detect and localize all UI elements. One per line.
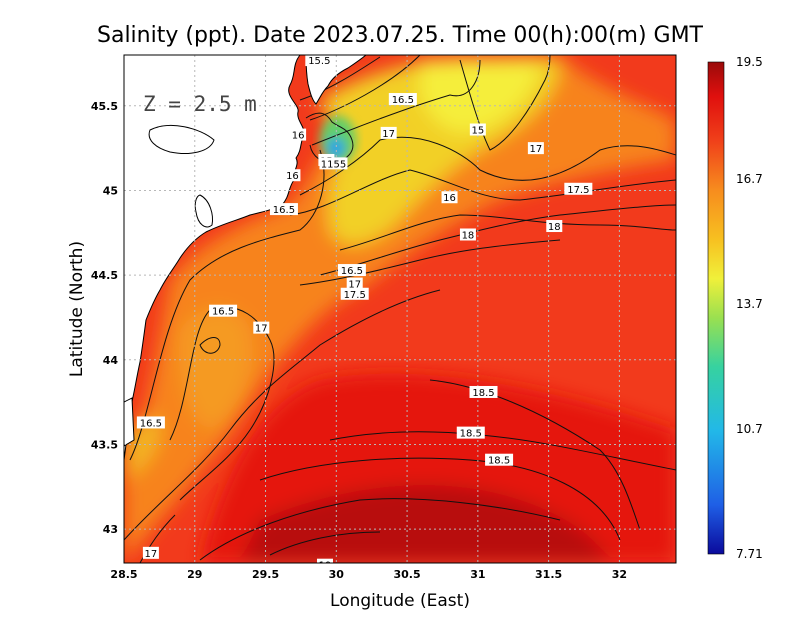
contour-label-layer: 15.516.5151716151155171617.51616.5181816… — [136, 55, 593, 572]
contour-label-bg — [441, 191, 458, 204]
contour-label-bg — [388, 93, 417, 106]
colorbar-tick-label: 7.71 — [736, 547, 763, 561]
land-patch-sw — [124, 397, 135, 447]
contour-label: 15 — [471, 126, 484, 137]
lagoon-north — [148, 124, 215, 154]
x-tick-label: 32 — [612, 568, 627, 581]
y-tick-label: 44.5 — [91, 269, 118, 282]
x-tick-label: 30 — [329, 568, 345, 581]
colorbar-tick-labels: 19.5 16.7 13.7 10.7 7.71 — [736, 55, 763, 561]
y-tick-labels: 43 43.5 44 44.5 45 45.5 — [91, 100, 118, 536]
salinity-field: 15.516.5151716151155171617.51616.5181816… — [124, 55, 676, 572]
contour-label-bg — [340, 287, 369, 300]
contour-label: 16.5 — [212, 307, 234, 318]
contour-label-bg — [209, 304, 238, 317]
contour-label: 16.5 — [341, 266, 363, 277]
contour-label-bg — [469, 385, 498, 398]
contour-label: 16.5 — [140, 418, 162, 429]
contour-label: 17 — [145, 549, 158, 560]
contour-label: 18.5 — [488, 456, 510, 467]
contour-label-bg — [305, 55, 334, 67]
contour-label: 1155 — [321, 159, 346, 170]
contour-label: 16 — [292, 131, 305, 142]
contour-label-bg — [456, 426, 485, 439]
chart-title: Salinity (ppt). Date 2023.07.25. Time 00… — [97, 23, 704, 48]
y-tick-label: 43 — [103, 523, 118, 536]
colorbar: 19.5 16.7 13.7 10.7 7.71 — [707, 55, 763, 561]
contour-label-bg — [142, 546, 159, 559]
contour-label: 17 — [530, 144, 543, 155]
contour-label-bg — [546, 220, 563, 233]
y-tick-label: 43.5 — [91, 438, 118, 451]
contour-label-bg — [136, 416, 165, 429]
contour-label-bg — [290, 128, 307, 141]
contour-label: 15.5 — [308, 56, 330, 67]
coastline-west — [124, 55, 305, 461]
contour-label: 18 — [548, 222, 561, 233]
salinity-shading — [124, 55, 676, 563]
land-mass — [124, 55, 367, 461]
contour-label: 16 — [286, 171, 299, 182]
contour-label: 17 — [382, 129, 395, 140]
x-tick-label: 31.5 — [535, 568, 562, 581]
x-tick-label: 29 — [187, 568, 202, 581]
contour-label-bg — [485, 453, 514, 466]
contour-label-bg — [380, 126, 397, 139]
salinity-plume-core — [420, 60, 540, 133]
contour-label: 17 — [255, 324, 268, 335]
contour-label-bg — [564, 182, 593, 195]
contour-label: 18 — [462, 230, 475, 241]
contour-label-bg — [316, 558, 333, 563]
lagoon-inner — [194, 194, 213, 228]
y-tick-label: 44 — [103, 354, 119, 367]
salinity-very-high-region — [240, 485, 610, 563]
x-tick-label: 28.5 — [110, 568, 137, 581]
contour-label: 17 — [348, 280, 361, 291]
salinity-west-lens — [178, 307, 253, 430]
contour-label-bg — [459, 228, 476, 241]
contour-label-bg — [337, 264, 366, 277]
plot-frame — [123, 54, 677, 564]
x-tick-label: 31 — [470, 568, 485, 581]
contour-label: 16.5 — [392, 95, 414, 106]
contour-label-bg — [269, 203, 298, 216]
contour-label: 18.5 — [460, 429, 482, 440]
colorbar-tick-label: 10.7 — [736, 422, 763, 436]
salinity-coastal-band — [124, 55, 676, 563]
x-tick-labels: 28.5 29 29.5 30 30.5 31 31.5 32 — [110, 568, 627, 581]
contour-label: 19 — [319, 561, 332, 572]
contour-label-bg — [253, 321, 270, 334]
colorbar-tick-label: 16.7 — [736, 172, 763, 186]
salinity-delta-core — [327, 138, 345, 158]
y-tick-label: 45 — [103, 184, 118, 197]
contour-label-bg — [469, 123, 486, 136]
contour-label-bg — [284, 169, 301, 182]
colorbar-tick-label: 13.7 — [736, 297, 763, 311]
contour-label: 18.5 — [472, 388, 494, 399]
x-tick-label: 30.5 — [394, 568, 421, 581]
y-axis-label: Latitude (North) — [67, 241, 87, 377]
contour-label-bg — [319, 157, 348, 170]
x-tick-label: 29.5 — [252, 568, 279, 581]
x-axis-label: Longitude (East) — [330, 591, 470, 611]
contour-label-bg — [527, 142, 544, 155]
coastline-north — [305, 55, 367, 105]
colorbar-gradient — [707, 61, 725, 555]
contour-label: 17.5 — [344, 290, 366, 301]
contour-label: 17.5 — [567, 185, 589, 196]
contour-label-bg — [346, 277, 363, 290]
contour-label: 16 — [443, 193, 456, 204]
colorbar-tick-label: 19.5 — [736, 55, 763, 69]
contour-label: 16.5 — [273, 205, 295, 216]
map-grid — [124, 55, 676, 563]
depth-label: Z = 2.5 m — [143, 92, 257, 116]
y-tick-label: 45.5 — [91, 100, 118, 113]
